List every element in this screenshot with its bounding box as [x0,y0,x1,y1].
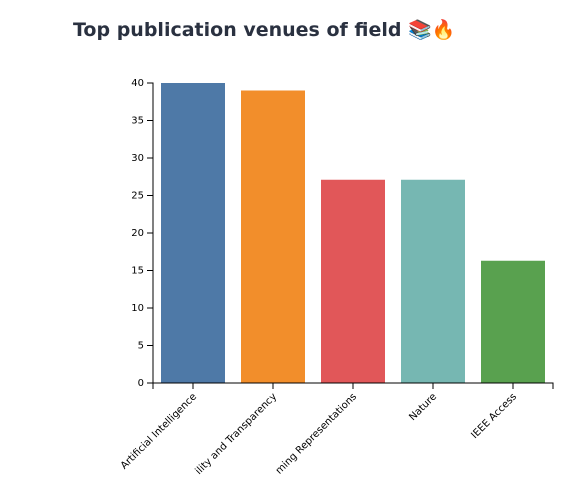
y-tick-label: 0 [138,378,144,389]
y-axis: 0 5 10 15 20 25 30 35 40 [131,78,154,389]
x-tick-label: Nature [407,391,439,423]
chart-title: Top publication venues of field 📚🔥 [73,19,456,41]
bar [481,260,545,383]
x-tick-label: Artificial Intelligence [119,391,199,471]
x-tick-label: IEEE Access [469,391,519,441]
y-tick-label: 20 [131,228,144,239]
bar [321,179,385,383]
x-tick-label: ming Representations [274,391,359,476]
x-tick-label: ility and Transparency [194,391,280,477]
y-tick-label: 40 [131,78,144,89]
y-tick-label: 5 [138,341,144,352]
y-tick-label: 15 [131,266,144,277]
y-tick-label: 30 [131,153,144,164]
bar [401,179,465,383]
y-tick-label: 25 [131,191,144,202]
bar [161,83,225,383]
bars-layer [161,83,545,383]
bar [241,90,305,383]
y-tick-label: 35 [131,116,144,127]
y-tick-label: 10 [131,303,144,314]
